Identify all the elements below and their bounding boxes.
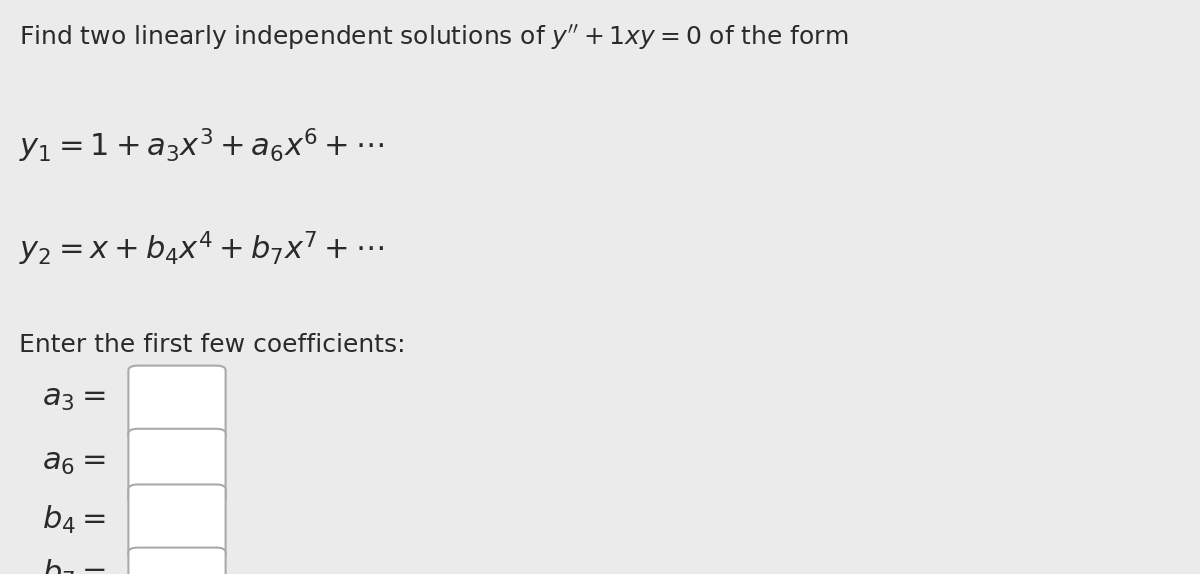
- FancyBboxPatch shape: [128, 484, 226, 560]
- Text: $b_7 =$: $b_7 =$: [42, 558, 106, 574]
- Text: $b_4 =$: $b_4 =$: [42, 503, 106, 536]
- Text: $y_1 = 1 + a_3x^3 + a_6x^6 + \cdots$: $y_1 = 1 + a_3x^3 + a_6x^6 + \cdots$: [19, 126, 384, 165]
- FancyBboxPatch shape: [128, 366, 226, 441]
- FancyBboxPatch shape: [128, 429, 226, 504]
- Text: $y_2 = x + b_4x^4 + b_7x^7 + \cdots$: $y_2 = x + b_4x^4 + b_7x^7 + \cdots$: [19, 230, 384, 268]
- Text: Enter the first few coefficients:: Enter the first few coefficients:: [19, 333, 406, 357]
- Text: $a_3 =$: $a_3 =$: [42, 385, 106, 413]
- Text: $a_6 =$: $a_6 =$: [42, 448, 106, 476]
- Text: Find two linearly independent solutions of $y'' + 1xy = 0$ of the form: Find two linearly independent solutions …: [19, 23, 848, 52]
- FancyBboxPatch shape: [128, 548, 226, 574]
